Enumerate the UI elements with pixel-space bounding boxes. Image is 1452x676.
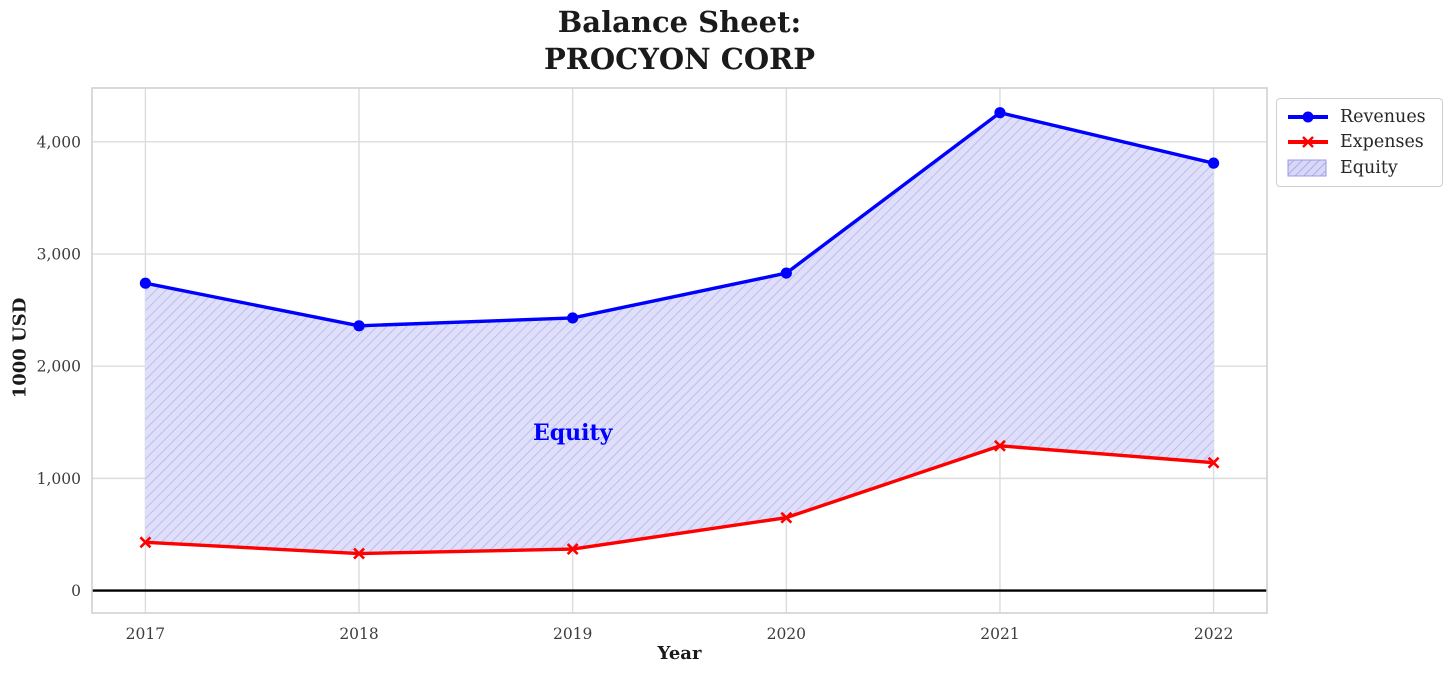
svg-text:2022: 2022: [1194, 625, 1233, 643]
legend: Revenues Expenses Equity: [1276, 98, 1443, 187]
legend-item-expenses: Expenses: [1286, 132, 1433, 152]
svg-text:2021: 2021: [980, 625, 1019, 643]
svg-text:1,000: 1,000: [37, 470, 81, 488]
svg-text:4,000: 4,000: [37, 133, 81, 151]
legend-label-equity: Equity: [1340, 158, 1398, 179]
revenues-line-swatch: [1288, 111, 1328, 123]
legend-label-expenses: Expenses: [1340, 132, 1424, 153]
svg-text:2,000: 2,000: [37, 358, 81, 376]
chart-title-line2: PROCYON CORP: [543, 42, 816, 76]
svg-text:0: 0: [71, 582, 81, 600]
legend-item-equity: Equity: [1286, 158, 1433, 178]
svg-text:2020: 2020: [767, 625, 806, 643]
equity-patch-swatch: [1287, 159, 1327, 177]
svg-text:2018: 2018: [339, 625, 378, 643]
chart-title-line1: Balance Sheet:: [557, 5, 802, 39]
equity-area-label: Equity: [532, 419, 613, 446]
legend-label-revenues: Revenues: [1340, 106, 1426, 127]
svg-text:3,000: 3,000: [37, 246, 81, 264]
svg-text:2019: 2019: [553, 625, 592, 643]
y-axis-label: 1000 USD: [9, 297, 31, 399]
svg-text:2017: 2017: [126, 625, 165, 643]
legend-item-revenues: Revenues: [1286, 107, 1433, 127]
x-axis-label: Year: [657, 643, 702, 664]
expenses-line-swatch: [1288, 136, 1328, 149]
chart-title: Balance Sheet: PROCYON CORP: [92, 4, 1267, 78]
